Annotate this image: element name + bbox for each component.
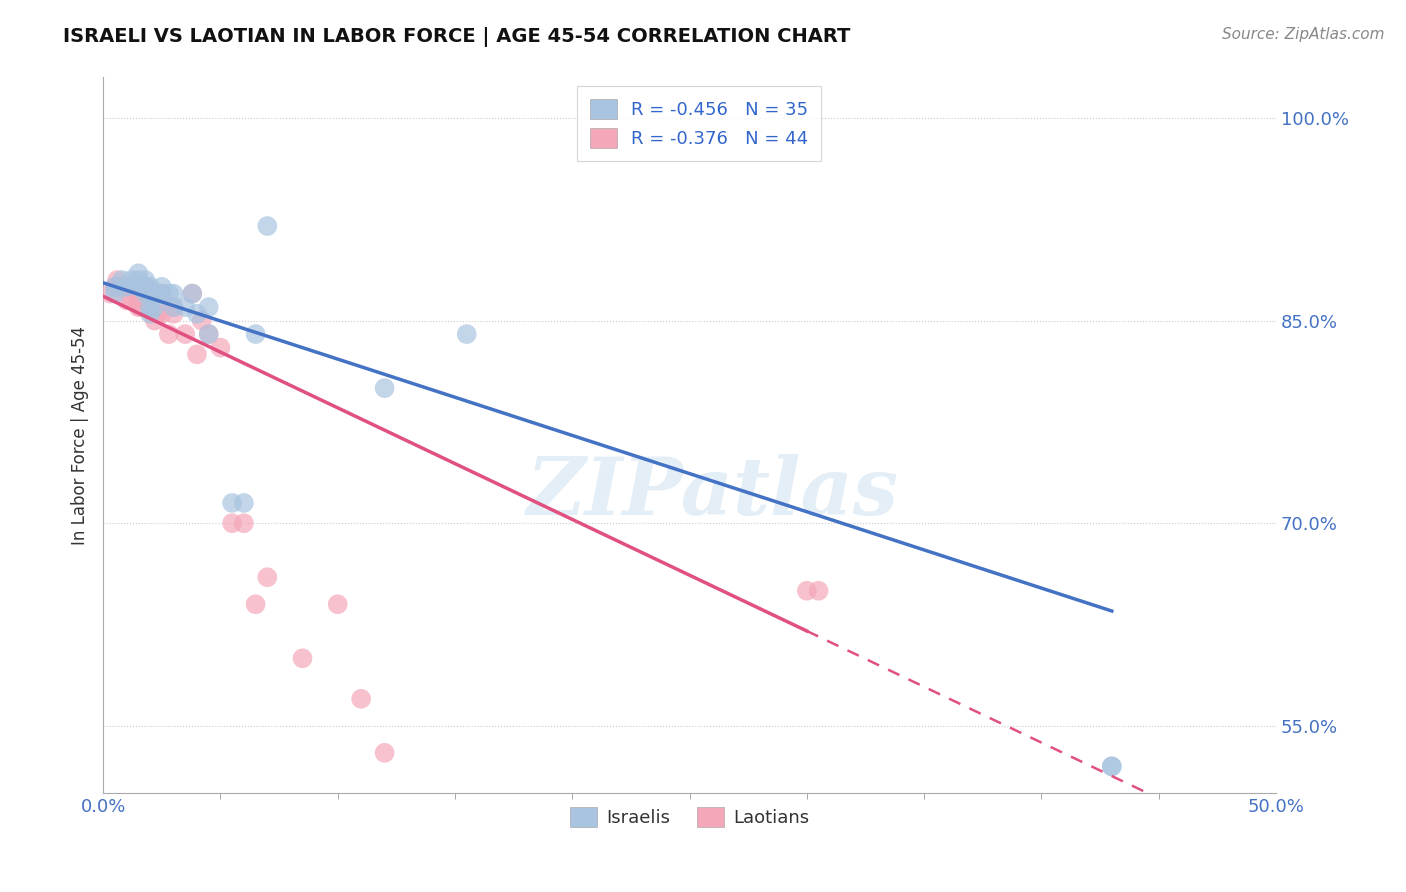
Point	[98, 286, 121, 301]
Point	[122, 280, 145, 294]
Point	[129, 300, 152, 314]
Point	[1101, 759, 1123, 773]
Point	[245, 327, 267, 342]
Point	[127, 300, 149, 314]
Point	[127, 273, 149, 287]
Point	[221, 496, 243, 510]
Point	[146, 307, 169, 321]
Point	[143, 313, 166, 327]
Point	[186, 307, 208, 321]
Point	[139, 300, 162, 314]
Point	[150, 307, 173, 321]
Point	[115, 280, 138, 294]
Point	[374, 381, 396, 395]
Point	[291, 651, 314, 665]
Point	[134, 280, 156, 294]
Point	[197, 300, 219, 314]
Point	[186, 347, 208, 361]
Point	[120, 293, 142, 308]
Point	[197, 327, 219, 342]
Point	[162, 307, 184, 321]
Point	[125, 280, 148, 294]
Point	[190, 313, 212, 327]
Point	[127, 280, 149, 294]
Point	[162, 300, 184, 314]
Point	[134, 280, 156, 294]
Point	[157, 327, 180, 342]
Point	[326, 597, 349, 611]
Point	[162, 300, 184, 314]
Point	[111, 273, 134, 287]
Point	[150, 286, 173, 301]
Text: Source: ZipAtlas.com: Source: ZipAtlas.com	[1222, 27, 1385, 42]
Point	[162, 286, 184, 301]
Point	[127, 280, 149, 294]
Point	[350, 691, 373, 706]
Point	[134, 286, 156, 301]
Point	[150, 286, 173, 301]
Point	[181, 286, 204, 301]
Point	[139, 300, 162, 314]
Point	[174, 327, 197, 342]
Point	[120, 273, 142, 287]
Point	[807, 583, 830, 598]
Text: ZIPatlas: ZIPatlas	[527, 454, 898, 532]
Point	[115, 293, 138, 308]
Point	[456, 327, 478, 342]
Point	[105, 273, 128, 287]
Point	[796, 583, 818, 598]
Point	[150, 280, 173, 294]
Point	[139, 286, 162, 301]
Point	[232, 496, 254, 510]
Point	[139, 280, 162, 294]
Point	[174, 300, 197, 314]
Point	[139, 300, 162, 314]
Point	[127, 266, 149, 280]
Point	[256, 219, 278, 233]
Point	[134, 286, 156, 301]
Point	[115, 280, 138, 294]
Point	[143, 286, 166, 301]
Point	[221, 516, 243, 531]
Text: ISRAELI VS LAOTIAN IN LABOR FORCE | AGE 45-54 CORRELATION CHART: ISRAELI VS LAOTIAN IN LABOR FORCE | AGE …	[63, 27, 851, 46]
Point	[139, 307, 162, 321]
Point	[1101, 759, 1123, 773]
Point	[209, 341, 232, 355]
Point	[139, 286, 162, 301]
Point	[256, 570, 278, 584]
Point	[127, 286, 149, 301]
Point	[374, 746, 396, 760]
Point	[197, 327, 219, 342]
Point	[134, 273, 156, 287]
Point	[104, 280, 127, 294]
Y-axis label: In Labor Force | Age 45-54: In Labor Force | Age 45-54	[72, 326, 89, 545]
Point	[157, 286, 180, 301]
Point	[139, 293, 162, 308]
Point	[111, 280, 134, 294]
Point	[127, 293, 149, 308]
Point	[232, 516, 254, 531]
Point	[104, 280, 127, 294]
Legend: Israelis, Laotians: Israelis, Laotians	[562, 800, 817, 834]
Point	[134, 286, 156, 301]
Point	[143, 300, 166, 314]
Point	[245, 597, 267, 611]
Point	[181, 286, 204, 301]
Point	[104, 286, 127, 301]
